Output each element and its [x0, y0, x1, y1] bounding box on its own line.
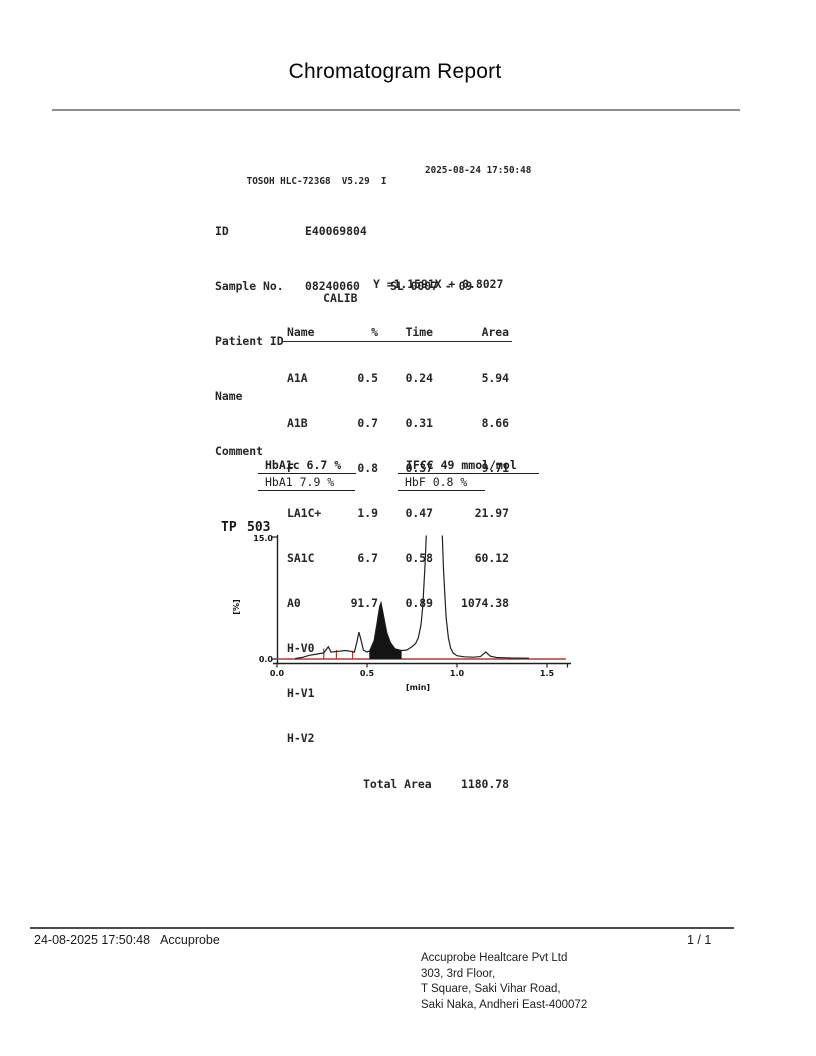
table-row: H-V1: [282, 685, 512, 702]
page-indicator: 1 / 1: [687, 933, 712, 947]
y-axis-min-label: 0.0: [259, 655, 274, 664]
y-axis-max-label: 15.0: [253, 534, 273, 543]
calib-table: CALIB Y =1.1591X + 0.8027 Name % Time Ar…: [282, 249, 512, 822]
cell-name: F: [287, 461, 294, 475]
cell-name: A0: [287, 596, 301, 610]
tp-label: TP: [221, 520, 237, 535]
table-row: H-V0: [282, 640, 512, 657]
table-row: A1A 0.5 0.24 5.94: [282, 370, 512, 387]
cell-area: 8.66: [481, 416, 509, 430]
cell-time: 0.37: [405, 461, 433, 475]
sample-sl-value: SL 0007 - 09: [390, 279, 473, 293]
chromatogram-trace-group: [277, 535, 566, 660]
footer-divider: [30, 927, 734, 929]
x-tick-label-1: 0.5: [360, 669, 375, 678]
cell-area: 9.71: [481, 461, 509, 475]
total-area-value: 1180.78: [460, 777, 509, 791]
page-title: Chromatogram Report: [288, 60, 502, 83]
field-row-comment: Comment: [213, 444, 553, 461]
col-header-pct: %: [371, 325, 378, 339]
address-line-2: 303, 3rd Floor,: [421, 967, 496, 980]
instrument-model: TOSOH HLC-723G8 V5.29 I: [246, 176, 387, 187]
title-divider: [52, 109, 740, 111]
sample-no-value: 08240060: [305, 279, 360, 293]
table-row: A0 91.7 0.89 1074.38: [282, 595, 512, 612]
field-row-id: ID E40069804: [213, 224, 553, 241]
field-row-sample: Sample No. 08240060 SL 0007 - 09: [213, 279, 553, 296]
cell-name: H-V1: [287, 686, 315, 700]
cell-area: 60.12: [474, 551, 509, 565]
total-area-label: Total Area: [363, 777, 432, 791]
footer-info: 24-08-2025 17:50:48 Accuprobe: [34, 933, 220, 947]
result-hbf: HbF 0.8 %: [398, 475, 485, 491]
table-row: H-V2: [282, 730, 512, 747]
table-row: LA1C+ 1.9 0.47 21.97: [282, 505, 512, 522]
instrument-header-block: TOSOH HLC-723G8 V5.29 I 2025-08-24 17:50…: [213, 127, 553, 499]
cell-time: 0.89: [405, 596, 433, 610]
cell-time: 0.24: [405, 371, 433, 385]
cell-pct: 91.7: [350, 596, 378, 610]
filled-peak-sa1c: [369, 602, 402, 659]
comment-label: Comment: [215, 444, 264, 458]
calib-header-row: Name % Time Area: [282, 324, 512, 342]
cell-area: 5.94: [481, 371, 509, 385]
total-area-row: Total Area 1180.78: [282, 776, 512, 794]
table-row: SA1C 6.7 0.58 60.12: [282, 550, 512, 567]
address-line-1: Accuprobe Healtcare Pvt Ltd: [421, 952, 568, 964]
col-header-name: Name: [287, 325, 315, 339]
result-ifcc: IFCC 49 mmol/mol: [398, 458, 539, 474]
cell-name: A1A: [287, 371, 308, 385]
calib-equation: Y =1.1591X + 0.8027: [373, 277, 504, 291]
x-tick-label-0: 0.0: [270, 669, 285, 678]
id-value: E40069804: [305, 224, 367, 238]
sample-no-label: Sample No.: [215, 279, 284, 293]
col-header-area: Area: [481, 325, 509, 339]
y-axis-unit-label: [%]: [232, 599, 241, 614]
footer-datetime: 24-08-2025 17:50:48: [34, 933, 151, 947]
cell-time: 0.31: [405, 416, 433, 430]
chromatogram-chart: TP 503 15.0 0.0 [%] 0.0 0.5 1.0 1.5 [min…: [221, 520, 571, 692]
cell-name: H-V0: [287, 641, 315, 655]
result-hba1c: HbA1c 6.7 %: [258, 458, 356, 474]
cell-name: A1B: [287, 416, 308, 430]
chromatogram-trace: [294, 535, 530, 660]
address-line-3: T Square, Saki Vihar Road,: [421, 983, 561, 996]
cell-area: 21.97: [474, 506, 509, 520]
cell-time: 0.58: [405, 551, 433, 565]
id-label: ID: [215, 224, 229, 238]
cell-pct: 0.8: [357, 461, 378, 475]
field-row-name: Name: [213, 389, 553, 406]
cell-name: SA1C: [287, 551, 315, 565]
cell-pct: 0.7: [357, 416, 378, 430]
cell-time: 0.47: [405, 506, 433, 520]
col-header-time: Time: [405, 325, 433, 339]
field-row-patient-id: Patient ID: [213, 334, 553, 351]
table-row: A1B 0.7 0.31 8.66: [282, 415, 512, 432]
name-label: Name: [215, 389, 243, 403]
report-datetime: 2025-08-24 17:50:48: [425, 165, 532, 176]
calib-title: CALIB: [323, 291, 358, 305]
cell-name: LA1C+: [287, 506, 322, 520]
address-block: Accuprobe Healtcare Pvt Ltd 303, 3rd Flo…: [421, 951, 587, 1013]
instrument-model-line: TOSOH HLC-723G8 V5.29 I 2025-08-24 17:50…: [213, 165, 553, 187]
cell-name: H-V2: [287, 731, 315, 745]
table-row: F 0.8 0.37 9.71: [282, 460, 512, 477]
tp-value: 503: [247, 520, 270, 535]
x-tick-label-2: 1.0: [450, 669, 465, 678]
x-axis-unit-label: [min]: [406, 683, 430, 692]
patient-id-label: Patient ID: [215, 334, 284, 348]
cell-pct: 0.5: [357, 371, 378, 385]
calib-title-row: CALIB Y =1.1591X + 0.8027: [282, 277, 512, 305]
x-tick-label-3: 1.5: [540, 669, 555, 678]
cell-area: 1074.38: [460, 596, 509, 610]
cell-pct: 6.7: [357, 551, 378, 565]
footer-operator: Accuprobe: [160, 933, 220, 947]
address-line-4: Saki Naka, Andheri East-400072: [421, 998, 588, 1011]
result-hba1: HbA1 7.9 %: [258, 475, 355, 491]
cell-pct: 1.9: [357, 506, 378, 520]
